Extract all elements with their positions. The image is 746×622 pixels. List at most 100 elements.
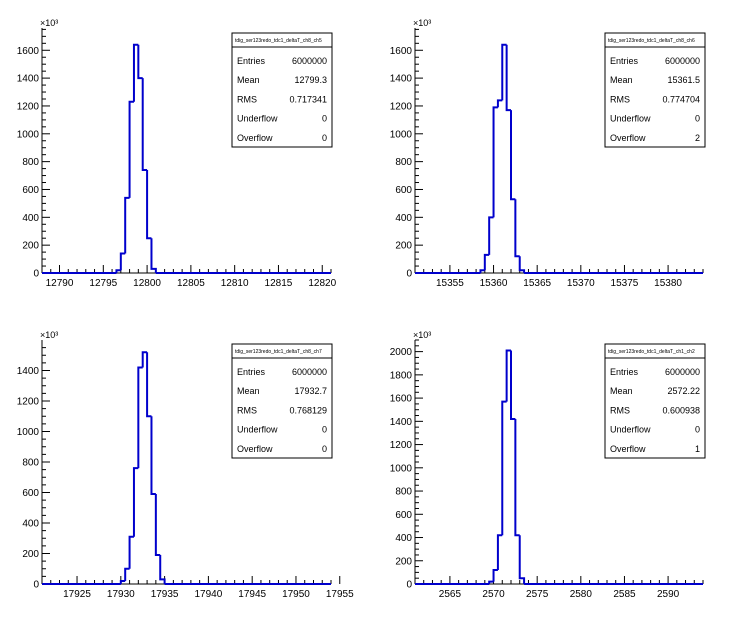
y-tick-label: 200: [22, 549, 39, 560]
y-tick-label: 600: [22, 185, 39, 196]
stats-label: Underflow: [237, 114, 278, 124]
stats-label: Mean: [610, 386, 633, 396]
stats-label: Mean: [610, 75, 633, 85]
x-tick-label: 12810: [221, 278, 249, 289]
stats-box: tdig_ser123redo_tdc1_deltaT_ch8_ch7 Entri…: [231, 343, 333, 459]
x-tick-label: 12800: [133, 278, 161, 289]
stats-label: RMS: [610, 405, 630, 415]
x-tick-label: 12815: [265, 278, 293, 289]
stats-label: Underflow: [610, 114, 651, 124]
stats-value: 1: [695, 444, 700, 454]
stats-value: 6000000: [292, 367, 327, 377]
histogram-bin: [501, 43, 507, 101]
histogram-bin: [146, 352, 152, 418]
x-tick-label: 17945: [238, 589, 266, 600]
x-tick-label: 2570: [482, 589, 505, 600]
histogram-bin: [518, 535, 526, 584]
histogram-bin: [124, 196, 130, 254]
stats-value: 0: [322, 425, 327, 435]
stats-value: 6000000: [665, 56, 700, 66]
x-tick-label: 15360: [480, 278, 508, 289]
stats-box-frame: [604, 32, 706, 148]
y-tick-label: 400: [22, 213, 39, 224]
histogram-bin: [150, 416, 156, 496]
stats-value: 12799.3: [294, 75, 327, 85]
stats-box: tdig_ser123redo_tdc1_deltaT_ch8_ch5 Entri…: [231, 32, 333, 148]
stats-label: Underflow: [237, 425, 278, 435]
y-exponent-label: ×10³: [40, 18, 58, 28]
stats-label: Overflow: [610, 444, 646, 454]
stats-value: 2: [695, 133, 700, 143]
stats-value: 0: [695, 114, 700, 124]
y-tick-label: 600: [395, 185, 412, 196]
x-tick-label: 17950: [282, 589, 310, 600]
y-tick-label: 800: [22, 458, 39, 469]
x-tick-label: 2585: [613, 589, 636, 600]
stats-value: 6000000: [665, 367, 700, 377]
stats-title: tdig_ser123redo_tdc1_deltaT_ch8_ch6: [608, 38, 695, 44]
stats-box: tdig_ser123redo_tdc1_deltaT_ch1_ch2 Entri…: [604, 343, 706, 459]
stats-title: tdig_ser123redo_tdc1_deltaT_ch1_ch2: [608, 349, 695, 355]
stats-box: tdig_ser123redo_tdc1_deltaT_ch8_ch6 Entri…: [604, 32, 706, 148]
y-tick-label: 400: [395, 213, 412, 224]
y-tick-label: 1200: [390, 101, 413, 112]
stats-label: Entries: [237, 367, 266, 377]
y-tick-label: 1600: [390, 394, 413, 405]
histogram-bin: [479, 269, 485, 273]
histogram-bin: [501, 400, 507, 536]
histogram-bin: [119, 579, 126, 584]
stats-label: Overflow: [610, 133, 646, 143]
histogram-bin: [505, 44, 511, 112]
stats-value: 0: [322, 133, 327, 143]
stats-label: Mean: [237, 386, 260, 396]
histogram-panel-2: 0 200 400 600 800 1000 1200 1400 1600 15355 15360 1…: [390, 18, 706, 289]
histogram-bin: [141, 78, 148, 171]
x-tick-label: 2580: [570, 589, 593, 600]
x-tick-label: 17925: [63, 589, 91, 600]
y-tick-label: 200: [395, 241, 412, 252]
x-tick-label: 12795: [89, 278, 117, 289]
stats-box-frame: [231, 343, 333, 459]
histogram-bin: [488, 216, 494, 255]
stats-value: 0: [695, 425, 700, 435]
y-tick-label: 0: [406, 580, 412, 591]
histogram-bin: [514, 199, 520, 258]
stats-label: Entries: [610, 56, 639, 66]
y-tick-label: 800: [22, 157, 39, 168]
y-exponent-label: ×10³: [413, 18, 431, 28]
stats-label: RMS: [237, 94, 257, 104]
stats-box-frame: [604, 343, 706, 459]
y-tick-label: 1600: [390, 46, 413, 57]
stats-value: 0.768129: [289, 405, 327, 415]
histogram-bin: [115, 269, 121, 273]
y-tick-label: 1400: [17, 366, 40, 377]
y-tick-label: 1800: [390, 370, 413, 381]
y-tick-label: 1000: [17, 129, 40, 140]
histogram-bin: [510, 110, 516, 201]
histogram-bin: [146, 169, 152, 240]
histogram-bin: [150, 238, 157, 273]
x-tick-label: 2575: [526, 589, 549, 600]
y-tick-label: 2000: [390, 347, 413, 358]
histogram-bin: [124, 567, 130, 581]
y-tick-label: 1200: [390, 440, 413, 451]
histogram-panel-4: 0 200 400 600 800 1000 1200 1400 1600 1800 2000 256…: [390, 330, 706, 600]
histogram-bin: [132, 43, 139, 102]
histogram-bin: [514, 419, 520, 537]
y-tick-label: 600: [22, 488, 39, 499]
x-tick-label: 2590: [657, 589, 680, 600]
y-tick-label: 1400: [17, 74, 40, 85]
stats-box-frame: [231, 32, 333, 148]
y-tick-label: 1200: [17, 101, 40, 112]
histogram-bin: [159, 555, 166, 584]
x-tick-label: 2565: [439, 589, 462, 600]
histogram-bin: [137, 366, 143, 469]
y-tick-label: 600: [395, 510, 412, 521]
histogram-panel-1: 0 200 400 600 800 1000 1200 1400 1600 12790 12795 1…: [17, 18, 337, 289]
histogram-bin: [496, 99, 503, 108]
histogram-bin: [496, 534, 503, 571]
x-tick-label: 15380: [654, 278, 682, 289]
stats-title: tdig_ser123redo_tdc1_deltaT_ch8_ch5: [235, 38, 322, 44]
stats-title: tdig_ser123redo_tdc1_deltaT_ch8_ch7: [235, 349, 322, 355]
